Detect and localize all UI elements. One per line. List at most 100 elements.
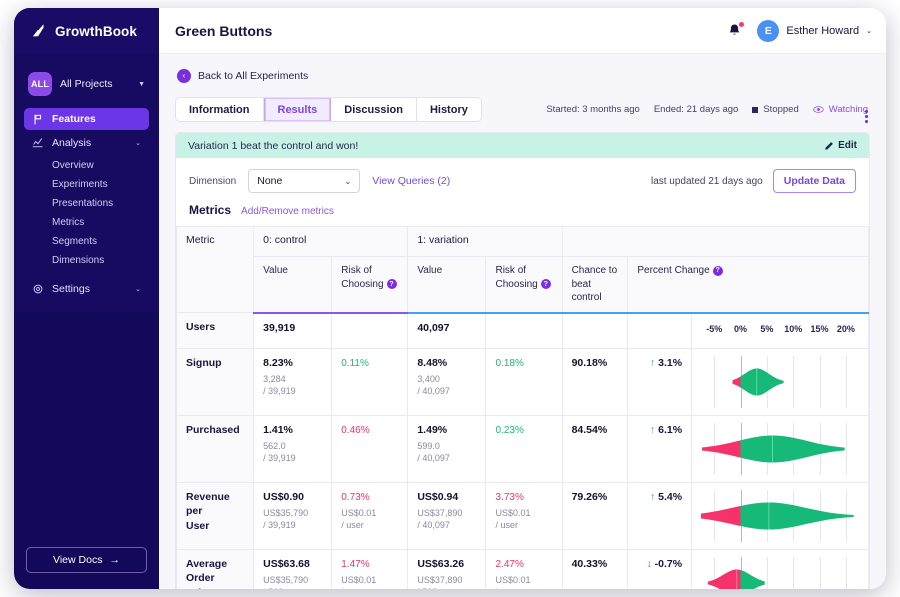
arrow-up-icon: ↑ [649, 356, 656, 369]
axis-tick-label: 0% [734, 323, 748, 334]
gridline [845, 556, 847, 589]
avatar: E [757, 19, 780, 42]
sidebar-item-settings[interactable]: Settings ⌄ [24, 278, 149, 300]
table-body: Users 39,919 40,097 -5% 0% 5% 10% 15% 20% Sign… [176, 312, 869, 589]
arrow-up-icon: ↑ [649, 423, 656, 436]
sidebar-item-features[interactable]: Features [24, 108, 149, 130]
axis-tick-label: 5% [760, 323, 774, 334]
bell-icon[interactable] [727, 21, 745, 39]
chance-to-beat-cell: 40.33% [561, 548, 629, 589]
value-sub: US$37,890/ 599 [417, 574, 463, 589]
th-empty-group [561, 226, 869, 257]
project-selector[interactable]: ALL All Projects ▼ [24, 70, 149, 98]
dimension-select[interactable]: None ⌄ [248, 169, 361, 193]
controls-row: Dimension None ⌄ View Queries (2) last u… [176, 158, 869, 199]
sidebar-subitem-dimensions[interactable]: Dimensions [52, 255, 105, 266]
status-label: Stopped [763, 104, 799, 115]
risk-sub: US$0.01/ user [495, 508, 531, 531]
control-value-cell: 39,919 [253, 312, 333, 349]
add-remove-metrics-link[interactable]: Add/Remove metrics [241, 206, 334, 217]
violin-plot [707, 568, 765, 589]
sidebar-subitem-segments[interactable]: Segments [52, 236, 98, 247]
watching-toggle[interactable]: Watching [813, 104, 868, 115]
results-table: Metric 0: control 1: variation Value Ris… [176, 226, 869, 589]
percent-change-cell [627, 312, 693, 349]
arrow-up-icon: ↑ [649, 490, 656, 503]
risk-sub: US$0.01/ user [495, 575, 531, 589]
brand-name: GrowthBook [55, 23, 137, 39]
variation-risk-cell: 2.47%US$0.01/ user [485, 548, 563, 589]
chance-to-beat-cell: 90.18% [561, 347, 629, 416]
growthbook-logo-icon [30, 22, 48, 40]
chevron-down-icon: ⌄ [866, 27, 872, 35]
sidebar-subitem-overview[interactable]: Overview [52, 160, 94, 171]
control-risk-cell: 0.46% [331, 414, 409, 483]
value-sub: 3,284/ 39,919 [263, 373, 296, 396]
gridline [845, 422, 847, 475]
update-data-button[interactable]: Update Data [772, 169, 856, 193]
brand[interactable]: GrowthBook [14, 8, 159, 54]
tab-information[interactable]: Information [176, 98, 264, 121]
metric-name-cell: Signup [176, 347, 255, 416]
back-link-label: Back to All Experiments [198, 70, 309, 82]
risk-sub: US$0.01/ user [341, 508, 377, 531]
variation-value-cell: 40,097 [407, 312, 487, 349]
view-queries-link[interactable]: View Queries (2) [372, 175, 451, 187]
help-icon[interactable]: ? [712, 265, 723, 276]
th-metric: Metric [176, 226, 255, 313]
table-row: Users 39,919 40,097 -5% 0% 5% 10% 15% 20% [176, 312, 869, 349]
table-row: Revenue per User US$0.90 US$35,790/ 39,919… [176, 481, 869, 550]
user-name: Esther Howard [786, 24, 860, 37]
axis-tick-label: 10% [784, 323, 803, 334]
dimension-label: Dimension [189, 175, 237, 187]
sidebar-subitem-metrics[interactable]: Metrics [52, 217, 85, 228]
help-icon[interactable]: ? [386, 279, 397, 290]
project-badge: ALL [28, 72, 52, 96]
axis-tick-label: -5% [706, 323, 723, 334]
help-icon[interactable]: ? [540, 279, 551, 290]
banner-text: Variation 1 beat the control and won! [188, 139, 359, 152]
chance-to-beat-cell [561, 312, 629, 349]
metric-name-cell: Users [176, 312, 255, 349]
tab-results[interactable]: Results [263, 98, 332, 121]
axis-tick-label: 20% [836, 323, 855, 334]
project-label: All Projects [60, 78, 113, 90]
percent-change-plot [691, 347, 869, 416]
sidebar-item-label: Analysis [52, 137, 92, 149]
back-to-experiments-link[interactable]: ‹ Back to All Experiments [177, 69, 870, 83]
sidebar-item-analysis[interactable]: Analysis ⌄ [24, 132, 149, 154]
view-docs-button[interactable]: View Docs → [26, 547, 147, 573]
edit-banner-button[interactable]: Edit [824, 140, 857, 151]
variation-value-cell: 1.49% 599.0/ 40,097 [407, 414, 487, 483]
violin-plot [702, 434, 845, 463]
topbar-right: E Esther Howard ⌄ [727, 19, 872, 42]
percent-change-plot [691, 548, 869, 589]
tab-history[interactable]: History [429, 103, 468, 116]
pencil-icon [825, 141, 833, 150]
sidebar: GrowthBook ALL All Projects ▼ Features A… [14, 8, 159, 589]
chance-to-beat-cell: 79.26% [561, 481, 629, 550]
gridline [714, 556, 716, 589]
flag-icon [32, 113, 44, 125]
tab-discussion[interactable]: Discussion [331, 98, 417, 121]
th-control-value: Value [253, 256, 333, 314]
started-text: Started: 3 months ago [546, 104, 640, 115]
view-docs-label: View Docs [53, 554, 103, 566]
chevron-down-icon: ⌄ [344, 176, 352, 186]
user-menu[interactable]: E Esther Howard ⌄ [757, 19, 872, 42]
gridline [793, 556, 795, 589]
sidebar-subitem-experiments[interactable]: Experiments [52, 179, 108, 190]
sidebar-subitem-presentations[interactable]: Presentations [52, 198, 114, 209]
value-sub: 562.0/ 39,919 [263, 440, 296, 463]
status-badge: Stopped [752, 104, 799, 115]
axis-tick-label: 15% [810, 323, 829, 334]
percent-change-plot [691, 414, 869, 483]
metric-name-cell: Revenue per User [176, 481, 255, 550]
edit-label: Edit [838, 140, 857, 151]
notification-dot [739, 21, 745, 27]
more-vertical-icon[interactable] [865, 110, 868, 123]
variation-risk-cell: 0.18% [485, 347, 563, 416]
percent-change-cell: ↑ 6.1% [627, 414, 693, 483]
chart-line-icon [32, 137, 44, 149]
arrow-down-icon: ↓ [646, 557, 652, 570]
